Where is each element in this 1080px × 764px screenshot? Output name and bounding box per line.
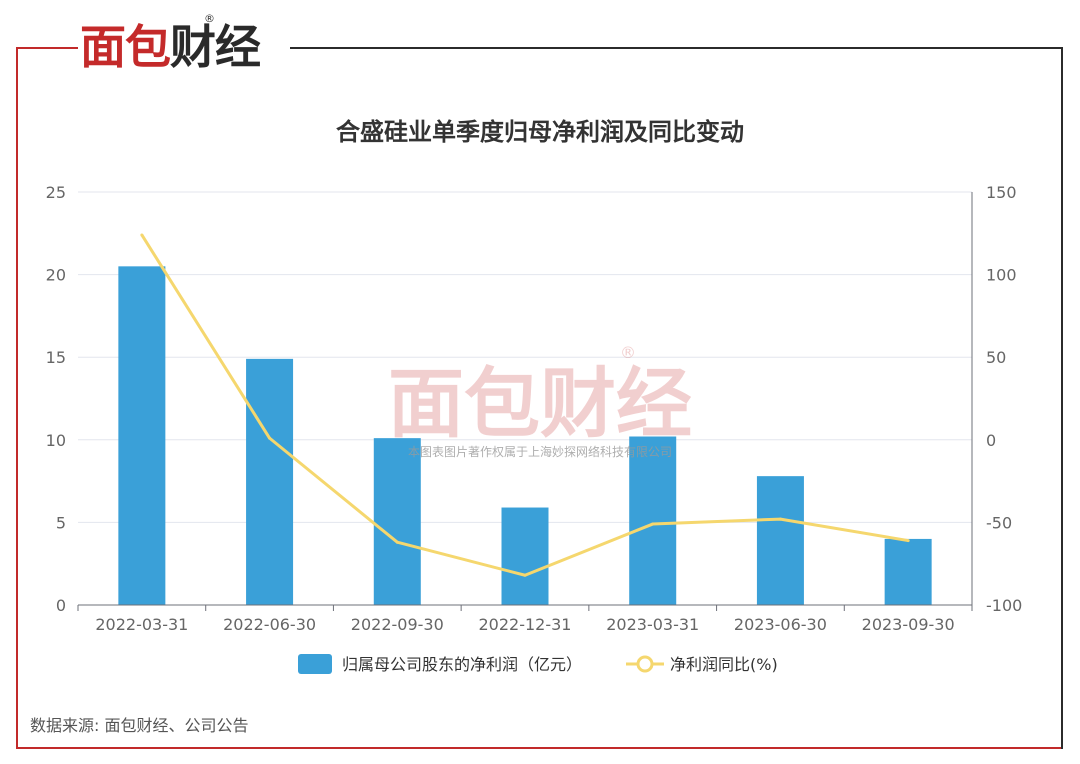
bar [118, 266, 166, 605]
line-point [523, 573, 527, 577]
bar [884, 538, 932, 605]
frame-border-right [1061, 47, 1063, 749]
y-left-tick-label: 5 [56, 513, 66, 532]
y-right-tick-label: 50 [986, 348, 1006, 367]
x-tick-label: 2022-06-30 [223, 615, 316, 634]
x-tick-label: 2022-09-30 [351, 615, 444, 634]
bar [629, 436, 677, 605]
registered-mark: ® [204, 12, 215, 25]
watermark-registered-mark: ® [620, 343, 636, 362]
frame-border-top-left [16, 47, 78, 49]
frame-border-bottom [16, 747, 1063, 749]
frame-border-top-right [290, 47, 1063, 49]
y-right-tick-label: 0 [986, 431, 996, 450]
watermark: 面包财经 ® [388, 343, 692, 448]
logo-text-red: 面包 [80, 20, 171, 74]
x-tick-label: 2023-06-30 [734, 615, 827, 634]
x-tick-label: 2023-09-30 [862, 615, 955, 634]
line-point [268, 436, 272, 440]
brand-logo: 面包财经 ® [80, 10, 261, 80]
x-tick-label: 2022-03-31 [95, 615, 188, 634]
y-right-tick-label: -50 [986, 513, 1012, 532]
line-point [906, 539, 910, 543]
legend-swatch-bar [298, 654, 332, 674]
y-left-tick-label: 15 [46, 348, 66, 367]
data-source-note: 数据来源: 面包财经、公司公告 [30, 716, 249, 735]
bar [373, 438, 421, 605]
line-point [651, 522, 655, 526]
x-tick-label: 2022-12-31 [479, 615, 572, 634]
bar [246, 358, 294, 605]
y-right-tick-label: 100 [986, 266, 1017, 285]
y-right-tick-label: -100 [986, 596, 1022, 615]
legend-label-line: 净利润同比(%) [670, 655, 778, 674]
y-left-tick-label: 10 [46, 431, 66, 450]
logo-text-dark: 财经 [170, 20, 261, 74]
y-left-tick-label: 25 [46, 183, 66, 202]
frame-border-left [16, 47, 18, 749]
y-left-tick-label: 20 [46, 266, 66, 285]
legend-swatch-marker [636, 655, 654, 673]
y-left-tick-label: 0 [56, 596, 66, 615]
axis-layer: 0 5 10 15 20 25 -100 -50 0 50 100 150 2022-03-31 2022… [46, 183, 1023, 634]
legend-label-bar: 归属母公司股东的净利润（亿元） [342, 655, 582, 674]
bar-layer [118, 266, 932, 605]
grid-layer [78, 191, 972, 523]
line-layer [140, 233, 910, 577]
legend: 归属母公司股东的净利润（亿元） 净利润同比(%) [298, 654, 778, 674]
logo-wordmark: 面包财经 [80, 24, 261, 70]
line-point [778, 517, 782, 521]
line-point [395, 540, 399, 544]
y-right-tick-label: 150 [986, 183, 1017, 202]
watermark-subtext: 本图表图片著作权属于上海妙探网络科技有限公司 [408, 444, 672, 459]
bar [501, 507, 549, 605]
chart-title: 合盛硅业单季度归母净利润及同比变动 [336, 118, 744, 146]
watermark-text: 面包财经 [388, 359, 692, 448]
x-tick-label: 2023-03-31 [606, 615, 699, 634]
line-point [140, 233, 144, 237]
bar [756, 476, 804, 605]
